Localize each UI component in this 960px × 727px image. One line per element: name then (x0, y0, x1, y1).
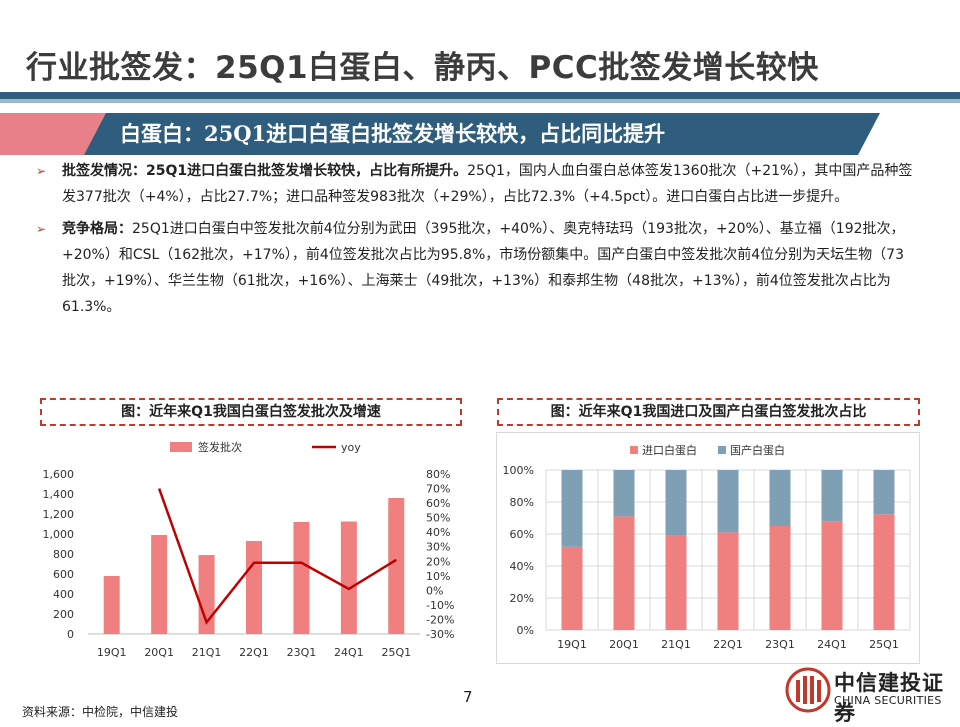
bar-domestic (717, 470, 739, 533)
bar-domestic (613, 470, 635, 517)
arrow-bullet-icon: ➢ (36, 164, 47, 178)
bar (293, 522, 310, 634)
arrow-bullet-icon: ➢ (36, 222, 47, 236)
y-tick-label-left: 1,400 (43, 488, 75, 501)
bar-imported (665, 535, 687, 630)
bar-domestic (821, 470, 843, 522)
y-tick-label: 60% (510, 528, 534, 541)
y-tick-label-right: -10% (426, 599, 454, 612)
bullet-body: 25Q1进口白蛋白中签发批次前4位分别为武田（395批次，+40%）、奥克特珐玛… (62, 221, 905, 315)
chart2-stacked-bar: 0% 20% 40% 60% 80% 100% 19Q1 20Q1 21Q1 22Q1 23Q1 24… (503, 443, 911, 651)
bar-imported (717, 532, 739, 630)
x-tick-label: 20Q1 (144, 646, 174, 659)
y-tick-label: 0% (517, 624, 534, 637)
x-tick-label: 20Q1 (609, 638, 639, 651)
legend-swatch-imported (630, 446, 638, 454)
title-rule-dark (0, 92, 960, 99)
x-tick-label: 22Q1 (239, 646, 269, 659)
bar (151, 535, 168, 634)
y-tick-label-left: 400 (53, 588, 74, 601)
section-banner (0, 113, 880, 155)
y-tick-label-left: 1,600 (43, 468, 75, 481)
legend-swatch-domestic (718, 446, 726, 454)
y-tick-label-left: 1,000 (43, 528, 75, 541)
title-rule-light (0, 99, 960, 103)
bar (246, 541, 262, 634)
chart2-frame (496, 432, 920, 664)
x-tick-label: 21Q1 (192, 646, 222, 659)
page-number: 7 (463, 688, 473, 706)
logo-text-en: CHINA SECURITIES (834, 694, 942, 707)
x-tick-label: 25Q1 (381, 646, 411, 659)
bar-imported (821, 521, 843, 630)
y-tick-label: 100% (503, 464, 534, 477)
x-tick-label: 19Q1 (557, 638, 587, 651)
legend-label-line: yoy (341, 441, 361, 454)
bullet-body: 25Q1，国内人血白蛋白总体签发1360批次（+21%），其中国产品种签发377… (62, 163, 913, 205)
bar (388, 498, 405, 634)
bar-imported (769, 526, 791, 630)
bar-domestic (665, 470, 687, 536)
y-tick-label-right: -20% (426, 613, 454, 626)
source-note: 资料来源：中检院，中信建投 (22, 705, 179, 719)
bullet-item: ➢ 竞争格局：25Q1进口白蛋白中签发批次前4位分别为武田（395批次，+40%… (36, 216, 916, 320)
y-tick-label-right: 30% (426, 541, 450, 554)
y-tick-label-right: 0% (426, 584, 443, 597)
legend-label-domestic: 国产白蛋白 (730, 443, 785, 457)
bullet-lead: 竞争格局： (62, 221, 132, 237)
x-tick-label: 25Q1 (869, 638, 899, 651)
y-tick-label-left: 600 (53, 568, 74, 581)
x-tick-label: 23Q1 (287, 646, 317, 659)
logo-text-cn: 中信建投证券 (834, 671, 944, 725)
chart2-title: 图：近年来Q1我国进口及国产白蛋白签发批次占比 (497, 398, 920, 426)
y-tick-label-right: 70% (426, 483, 450, 496)
x-tick-label: 19Q1 (97, 646, 127, 659)
bar-domestic (561, 470, 583, 547)
x-tick-label: 23Q1 (765, 638, 795, 651)
bar-imported (561, 546, 583, 630)
bullet-lead: 批签发情况：25Q1进口白蛋白批签发增长较快，占比有所提升。 (62, 163, 468, 179)
logo-mark-icon (785, 667, 831, 713)
x-tick-label: 22Q1 (713, 638, 743, 651)
legend-swatch-bars (170, 442, 192, 452)
x-tick-label: 24Q1 (817, 638, 847, 651)
bar-imported (873, 514, 895, 630)
bar-imported (613, 516, 635, 630)
y-tick-label-right: 10% (426, 570, 450, 583)
section-banner-text: 白蛋白：25Q1进口白蛋白批签发增长较快，占比同比提升 (120, 121, 666, 146)
y-tick-label-right: 60% (426, 497, 450, 510)
y-tick-label-right: 20% (426, 555, 450, 568)
page-title: 行业批签发：25Q1白蛋白、静丙、PCC批签发增长较快 (26, 50, 819, 86)
legend-label-imported: 进口白蛋白 (642, 443, 697, 457)
y-tick-label-right: -30% (426, 628, 454, 641)
yoy-line (157, 488, 397, 625)
y-tick-label-right: 40% (426, 526, 450, 539)
chart1-bar-line: 0 200 400 600 800 1,000 1,200 1,400 1,600 -30% -20… (43, 440, 455, 659)
bar-domestic (873, 470, 895, 515)
y-tick-label-left: 200 (53, 608, 74, 621)
y-tick-label-right: 80% (426, 468, 450, 481)
y-tick-label-left: 0 (67, 628, 74, 641)
bullet-item: ➢ 批签发情况：25Q1进口白蛋白批签发增长较快，占比有所提升。25Q1，国内人… (36, 158, 916, 210)
y-tick-label: 40% (510, 560, 534, 573)
y-tick-label-right: 50% (426, 512, 450, 525)
y-tick-label: 80% (510, 496, 534, 509)
y-tick-label-left: 1,200 (43, 508, 75, 521)
x-tick-label: 24Q1 (334, 646, 364, 659)
bar (103, 576, 120, 634)
bar (340, 521, 357, 634)
bullet-list: ➢ 批签发情况：25Q1进口白蛋白批签发增长较快，占比有所提升。25Q1，国内人… (36, 158, 916, 326)
chart1-title: 图：近年来Q1我国白蛋白签发批次及增速 (40, 398, 462, 426)
legend-label-bars: 签发批次 (198, 440, 242, 454)
bar-domestic (769, 470, 791, 526)
x-tick-label: 21Q1 (661, 638, 691, 651)
y-tick-label: 20% (510, 592, 534, 605)
y-tick-label-left: 800 (53, 548, 74, 561)
